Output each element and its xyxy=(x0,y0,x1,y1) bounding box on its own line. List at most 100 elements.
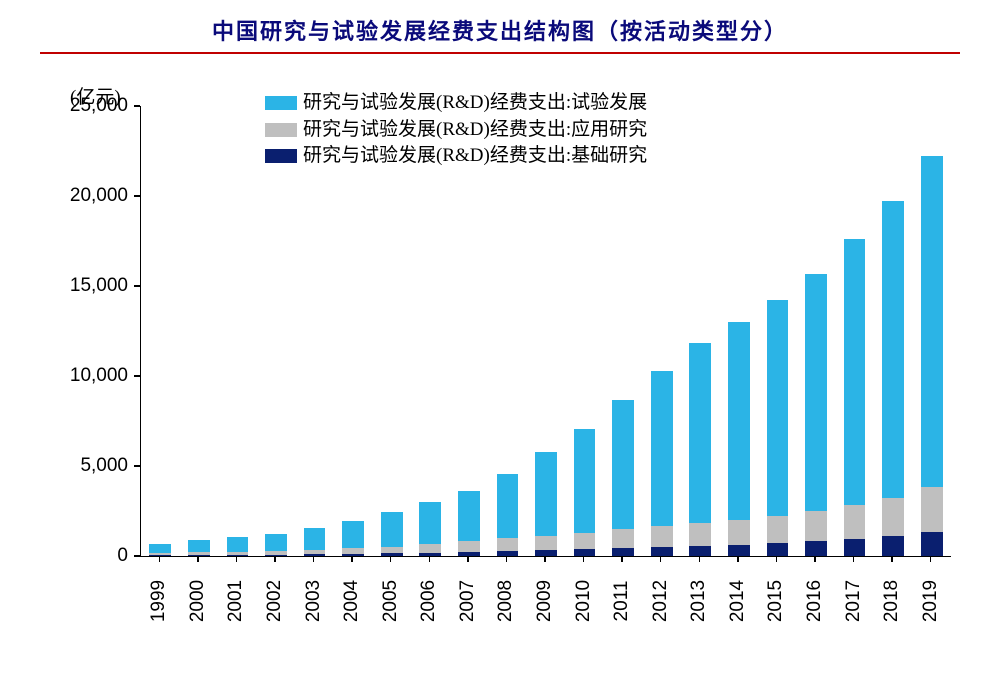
xtick-label: 2010 xyxy=(573,571,595,631)
bar-segment-applied xyxy=(342,548,364,553)
bar-segment-dev xyxy=(805,274,827,512)
ytick-label: 10,000 xyxy=(8,365,128,387)
bar-segment-basic xyxy=(265,555,287,556)
xtick-label: 2018 xyxy=(881,571,903,631)
xtick-label: 2013 xyxy=(688,571,710,631)
bar-segment-basic xyxy=(149,555,171,556)
bar-segment-dev xyxy=(651,371,673,526)
xtick-mark xyxy=(429,556,431,562)
bar-segment-basic xyxy=(227,555,249,556)
xtick-label: 2008 xyxy=(495,571,517,631)
bar-segment-dev xyxy=(728,322,750,520)
xtick-mark xyxy=(351,556,353,562)
bar-segment-applied xyxy=(728,520,750,545)
bar-segment-basic xyxy=(419,553,441,556)
chart-container: 中国研究与试验发展经费支出结构图（按活动类型分） (亿元) 研究与试验发展(R&… xyxy=(0,0,1000,692)
bar-segment-basic xyxy=(805,541,827,556)
xtick-label: 2019 xyxy=(920,571,942,631)
xtick-label: 2003 xyxy=(303,571,325,631)
bar-segment-applied xyxy=(921,487,943,532)
bar-segment-dev xyxy=(574,429,596,533)
bar-segment-dev xyxy=(304,528,326,550)
xtick-label: 2005 xyxy=(380,571,402,631)
bar-segment-applied xyxy=(227,552,249,555)
xtick-mark xyxy=(737,556,739,562)
xtick-label: 2001 xyxy=(225,571,247,631)
xtick-mark xyxy=(390,556,392,562)
xtick-label: 2004 xyxy=(341,571,363,631)
bar-segment-applied xyxy=(381,547,403,554)
xtick-label: 2000 xyxy=(187,571,209,631)
bar-segment-basic xyxy=(882,536,904,556)
bar-segment-dev xyxy=(342,521,364,549)
bar-segment-applied xyxy=(805,511,827,541)
bar-segment-applied xyxy=(535,536,557,550)
xtick-mark xyxy=(621,556,623,562)
bar-segment-basic xyxy=(342,554,364,556)
bar-segment-dev xyxy=(497,474,519,539)
bar-segment-dev xyxy=(227,537,249,551)
bar-segment-dev xyxy=(612,400,634,530)
bar-segment-basic xyxy=(381,553,403,556)
bar-segment-dev xyxy=(689,343,711,523)
bar-segment-dev xyxy=(458,491,480,541)
xtick-mark xyxy=(660,556,662,562)
bar-segment-dev xyxy=(265,534,287,551)
bar-segment-basic xyxy=(458,552,480,556)
bar-segment-basic xyxy=(689,546,711,556)
xtick-mark xyxy=(930,556,932,562)
bar-segment-applied xyxy=(574,533,596,549)
bar-segment-basic xyxy=(921,532,943,556)
bar-segment-basic xyxy=(188,555,210,556)
xtick-mark xyxy=(197,556,199,562)
xtick-label: 2007 xyxy=(457,571,479,631)
bar-segment-basic xyxy=(728,545,750,556)
bar-segment-applied xyxy=(304,550,326,555)
xtick-label: 2014 xyxy=(727,571,749,631)
bar-segment-dev xyxy=(535,452,557,537)
xtick-mark xyxy=(236,556,238,562)
xtick-label: 2017 xyxy=(843,571,865,631)
bar-segment-applied xyxy=(767,516,789,544)
bars-layer xyxy=(141,106,951,556)
bar-segment-dev xyxy=(921,156,943,486)
bar-segment-basic xyxy=(497,551,519,556)
bar-segment-basic xyxy=(574,549,596,556)
bar-segment-dev xyxy=(882,201,904,498)
xtick-mark xyxy=(274,556,276,562)
xtick-label: 2012 xyxy=(650,571,672,631)
ytick-label: 25,000 xyxy=(8,95,128,117)
xtick-mark xyxy=(506,556,508,562)
xtick-label: 2009 xyxy=(534,571,556,631)
bar-segment-basic xyxy=(612,548,634,556)
xtick-label: 2002 xyxy=(264,571,286,631)
xtick-label: 2016 xyxy=(804,571,826,631)
xtick-label: 1999 xyxy=(148,571,170,631)
bar-segment-applied xyxy=(651,526,673,547)
bar-segment-applied xyxy=(419,544,441,553)
xtick-mark xyxy=(159,556,161,562)
bar-segment-basic xyxy=(304,554,326,556)
xtick-mark xyxy=(776,556,778,562)
bar-segment-applied xyxy=(612,529,634,548)
ytick-label: 5,000 xyxy=(8,455,128,477)
bar-segment-applied xyxy=(882,498,904,536)
bar-segment-applied xyxy=(844,505,866,538)
bar-segment-applied xyxy=(265,551,287,555)
plot-area xyxy=(140,106,951,557)
bar-segment-applied xyxy=(497,538,519,551)
bar-segment-dev xyxy=(767,300,789,516)
bar-segment-dev xyxy=(188,540,210,552)
xtick-mark xyxy=(699,556,701,562)
xtick-mark xyxy=(544,556,546,562)
xtick-label: 2006 xyxy=(418,571,440,631)
xtick-mark xyxy=(814,556,816,562)
bar-segment-dev xyxy=(844,239,866,505)
bar-segment-basic xyxy=(535,550,557,556)
xtick-label: 2011 xyxy=(611,571,633,631)
bar-segment-dev xyxy=(381,512,403,546)
xtick-label: 2015 xyxy=(765,571,787,631)
bar-segment-applied xyxy=(149,553,171,555)
xtick-mark xyxy=(583,556,585,562)
bar-segment-basic xyxy=(844,539,866,556)
